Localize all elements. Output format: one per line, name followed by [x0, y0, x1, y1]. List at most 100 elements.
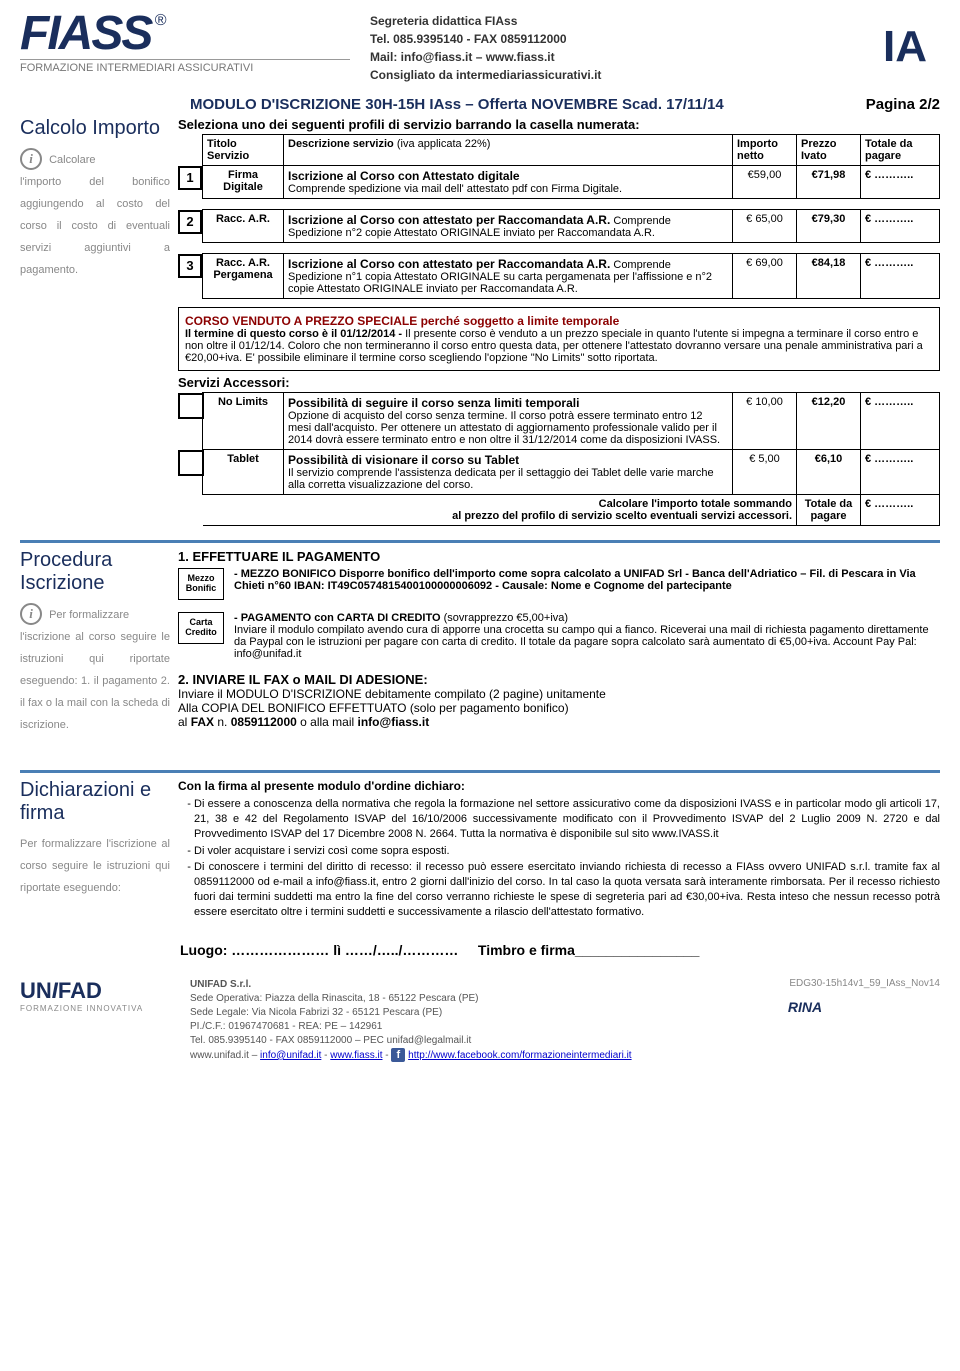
- header-contact: Segreteria didattica FIAss Tel. 085.9395…: [370, 12, 850, 84]
- sig-timbro[interactable]: Timbro e firma________________: [478, 942, 700, 958]
- logo-subtitle: FORMAZIONE INTERMEDIARI ASSICURATIVI: [20, 59, 350, 74]
- page-number: Pagina 2/2: [866, 96, 940, 113]
- paybox-carta[interactable]: Carta Credito: [178, 612, 224, 644]
- footer-link-fiass[interactable]: www.fiass.it: [330, 1050, 382, 1061]
- accessories-table: No Limits Possibilità di seguire il cors…: [178, 392, 940, 526]
- service-table-3: 3 Racc. A.R. Pergamena Iscrizione al Cor…: [178, 253, 940, 299]
- row3-desc: Iscrizione al Corso con attestato per Ra…: [284, 254, 733, 299]
- select-instruction: Seleziona uno dei seguenti profili di se…: [178, 117, 940, 132]
- acc-checkbox-tablet[interactable]: [178, 450, 204, 476]
- row1-ivato: €71,98: [797, 166, 861, 199]
- th-title: Titolo Servizio: [203, 135, 284, 166]
- header: FIASS ® FORMAZIONE INTERMEDIARI ASSICURA…: [20, 12, 940, 84]
- acc1-title: No Limits: [203, 393, 284, 450]
- proc-p3b: Alla COPIA DEL BONIFICO EFFETTUATO (solo…: [178, 701, 940, 715]
- footer-l1: Sede Operativa: Piazza della Rinascita, …: [190, 993, 479, 1004]
- footer-l2: Sede Legale: Via Nicola Fabrizi 32 - 651…: [190, 1007, 442, 1018]
- footer-fb-link[interactable]: http://www.facebook.com/formazioneinterm…: [408, 1050, 631, 1061]
- footer-link-unifad-mail[interactable]: info@unifad.it: [260, 1050, 321, 1061]
- warn-title: CORSO VENDUTO A PREZZO SPECIALE perché s…: [185, 314, 933, 328]
- footer-l3: PI./C.F.: 01967470681 - REA: PE – 142961: [190, 1021, 382, 1032]
- accessories-head: Servizi Accessori:: [178, 375, 940, 390]
- footer-company: UNIFAD S.r.l.: [190, 979, 251, 990]
- acc-checkbox-nolimits[interactable]: [178, 393, 204, 419]
- info-icon: i: [20, 603, 42, 625]
- side-calcolo-text: l'importo del bonifico aggiungendo al co…: [20, 176, 170, 276]
- service-row-2: 2 Racc. A.R. Iscrizione al Corso con att…: [178, 210, 940, 243]
- logo-fiass: FIASS: [20, 7, 151, 60]
- th-ivato: Prezzo Ivato: [797, 135, 861, 166]
- option-checkbox-2[interactable]: 2: [178, 210, 202, 234]
- row1-netto: €59,00: [733, 166, 797, 199]
- warn-sub: Il termine di questo corso è il 01/12/20…: [185, 328, 405, 340]
- acc2-tot[interactable]: € ………..: [861, 450, 940, 495]
- decl-item-2: Di voler acquistare i servizi così come …: [194, 844, 940, 859]
- acc1-desc: Possibilità di seguire il corso senza li…: [284, 393, 733, 450]
- side-calcolo-lead: Calcolare: [49, 154, 95, 166]
- decl-item-1: Di essere a conoscenza della normativa c…: [194, 797, 940, 842]
- pay-carta-text: - PAGAMENTO con CARTA DI CREDITO (sovrap…: [234, 612, 940, 660]
- side-decl-head: Dichiarazioni e firma: [20, 779, 170, 825]
- pay-bonifico-text: - MEZZO BONIFICO Disporre bonifico dell'…: [234, 568, 940, 600]
- acc2-ivato: €6,10: [797, 450, 861, 495]
- facebook-icon[interactable]: f: [391, 1048, 405, 1062]
- acc2-desc: Possibilità di visionare il corso su Tab…: [284, 450, 733, 495]
- decl-item-3: Di conoscere i termini del diritto di re…: [194, 860, 940, 919]
- proc-h1: 1. EFFETTUARE IL PAGAMENTO: [178, 549, 940, 564]
- row3-tot[interactable]: € ………..: [861, 254, 940, 299]
- acc1-tot[interactable]: € ………..: [861, 393, 940, 450]
- row3-ivato: €84,18: [797, 254, 861, 299]
- total-row: Calcolare l'importo totale sommandoal pr…: [178, 495, 940, 526]
- unifad-logo-block: UNIFAD FORMAZIONE INNOVATIVA: [20, 978, 170, 1013]
- side-calcolo-head: Calcolo Importo: [20, 117, 170, 140]
- side-proc-head: Procedura Iscrizione: [20, 549, 170, 595]
- ia-logo: IA: [870, 12, 940, 82]
- proc-p3c: al FAX n. 0859112000 o alla mail info@fi…: [178, 715, 940, 729]
- service-row-3: 3 Racc. A.R. Pergamena Iscrizione al Cor…: [178, 254, 940, 299]
- sig-luogo[interactable]: Luogo: ………………… lì ……/…../…………: [180, 942, 458, 958]
- option-checkbox-1[interactable]: 1: [178, 166, 202, 190]
- unifad-logo: UNIFAD: [20, 978, 170, 1004]
- th-desc: Descrizione servizio (iva applicata 22%): [284, 135, 733, 166]
- info-icon: i: [20, 148, 42, 170]
- unifad-sub: FORMAZIONE INNOVATIVA: [20, 1004, 170, 1013]
- signature-line: Luogo: ………………… lì ……/…../………… Timbro e f…: [20, 942, 940, 958]
- row2-title: Racc. A.R.: [203, 210, 284, 243]
- side-proc-text: l'iscrizione al corso seguire le istruzi…: [20, 631, 170, 731]
- hdr-line4: Consigliato da intermediariassicurativi.…: [370, 66, 850, 84]
- hdr-line1: Segreteria didattica FIAss: [370, 12, 850, 30]
- paybox-bonifico[interactable]: Mezzo Bonific: [178, 568, 224, 600]
- footer: UNIFAD FORMAZIONE INNOVATIVA UNIFAD S.r.…: [20, 978, 940, 1063]
- rina-cert: RINA: [760, 999, 850, 1015]
- service-table-2: 2 Racc. A.R. Iscrizione al Corso con att…: [178, 209, 940, 243]
- row2-ivato: €79,30: [797, 210, 861, 243]
- side-proc-lead: Per formalizzare: [49, 609, 129, 621]
- row2-netto: € 65,00: [733, 210, 797, 243]
- acc2-netto: € 5,00: [733, 450, 797, 495]
- row3-title: Racc. A.R. Pergamena: [203, 254, 284, 299]
- footer-l5a: www.unifad.it –: [190, 1050, 260, 1061]
- module-title: MODULO D'ISCRIZIONE 30H-15H IAss: [190, 96, 461, 113]
- total-value[interactable]: € ………..: [861, 495, 940, 526]
- service-table-1: Titolo Servizio Descrizione servizio (iv…: [178, 134, 940, 199]
- row2-tot[interactable]: € ………..: [861, 210, 940, 243]
- proc-h2: 2. INVIARE IL FAX o MAIL DI ADESIONE:: [178, 672, 940, 687]
- acc-row-tablet: Tablet Possibilità di visionare il corso…: [178, 450, 940, 495]
- hdr-line2: Tel. 085.9395140 - FAX 0859112000: [370, 30, 850, 48]
- module-title-row: MODULO D'ISCRIZIONE 30H-15H IAss – Offer…: [20, 96, 940, 113]
- option-checkbox-3[interactable]: 3: [178, 254, 202, 278]
- acc1-netto: € 10,00: [733, 393, 797, 450]
- side-procedura: Procedura Iscrizione i Per formalizzare …: [20, 549, 170, 736]
- decl-head: Con la firma al presente modulo d'ordine…: [178, 779, 940, 793]
- row1-tot[interactable]: € ………..: [861, 166, 940, 199]
- doc-code: EDG30-15h14v1_59_IAss_Nov14: [760, 978, 940, 989]
- th-netto: Importo netto: [733, 135, 797, 166]
- module-offer: – Offerta NOVEMBRE Scad. 17/11/14: [465, 96, 723, 113]
- acc1-ivato: €12,20: [797, 393, 861, 450]
- th-tot: Totale da pagare: [861, 135, 940, 166]
- row1-title: Firma Digitale: [203, 166, 284, 199]
- row3-netto: € 69,00: [733, 254, 797, 299]
- side-dichiarazioni: Dichiarazioni e firma Per formalizzare l…: [20, 779, 170, 899]
- price-warning-box: CORSO VENDUTO A PREZZO SPECIALE perché s…: [178, 307, 940, 371]
- registered-mark: ®: [155, 12, 167, 29]
